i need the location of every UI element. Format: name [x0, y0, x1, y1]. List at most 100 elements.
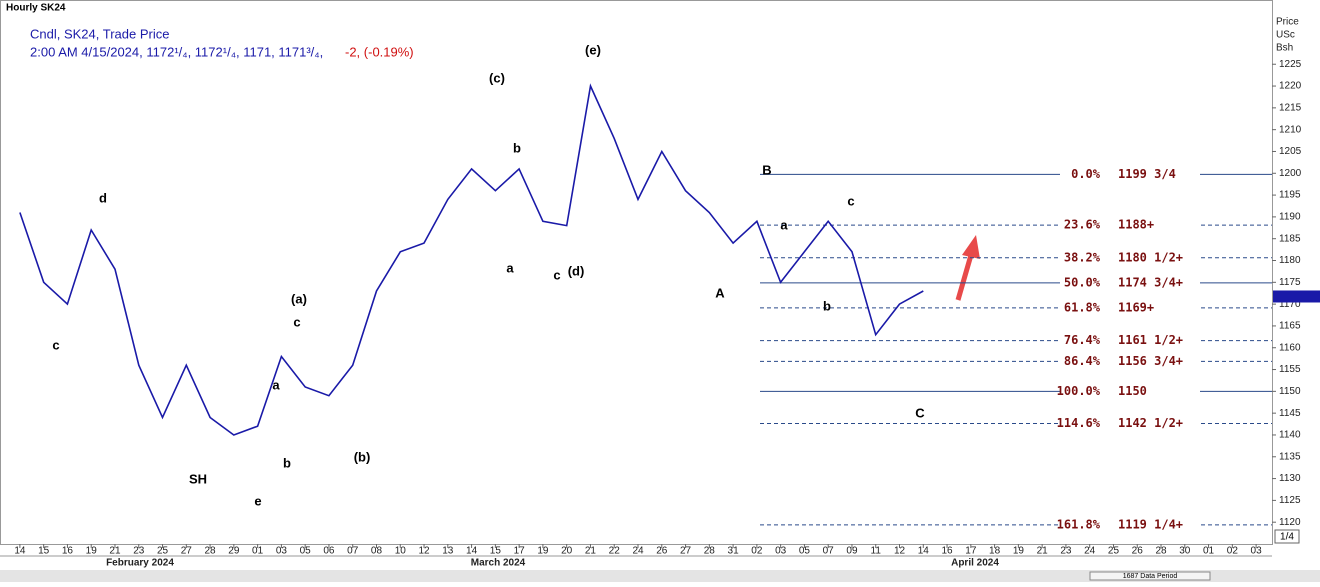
wave-label: c [52, 337, 59, 352]
wave-label: SH [189, 471, 207, 486]
x-tick-label: 15 [38, 546, 50, 557]
wave-label: b [513, 140, 521, 155]
legend-change: -2, (-0.19%) [345, 44, 414, 59]
wave-label: A [715, 285, 725, 300]
x-tick-label: 28 [704, 546, 716, 557]
x-tick-label: 16 [941, 546, 953, 557]
x-tick-label: 24 [1084, 546, 1096, 557]
x-tick-label: 14 [918, 546, 930, 557]
fib-price: 1161 1/2+ [1118, 333, 1183, 347]
x-tick-label: 11 [871, 546, 882, 557]
fib-pct: 86.4% [1064, 354, 1101, 368]
x-tick-label: 30 [1179, 546, 1191, 557]
fib-pct: 0.0% [1071, 167, 1101, 181]
wave-label: c [553, 267, 560, 282]
y-tick-label: 1145 [1279, 408, 1301, 419]
x-tick-label: 26 [1132, 546, 1144, 557]
fib-price: 1188+ [1118, 218, 1154, 232]
wave-label: c [293, 314, 300, 329]
y-tick-label: 1140 [1279, 430, 1301, 441]
scroll-thumb[interactable] [1089, 571, 1211, 581]
y-tick-label: 1150 [1279, 386, 1301, 397]
fib-price: 1142 1/2+ [1118, 416, 1183, 430]
month-label: April 2024 [951, 558, 999, 569]
fib-pct: 161.8% [1057, 517, 1101, 531]
wave-label: a [272, 377, 280, 392]
x-tick-label: 28 [205, 546, 217, 557]
y-tick-label: 1160 [1279, 342, 1301, 353]
y-tick-label: 1175 [1279, 277, 1301, 288]
chart-title: Hourly SK24 [6, 3, 66, 14]
x-tick-label: 27 [680, 546, 692, 557]
fib-pct: 38.2% [1064, 250, 1101, 264]
y-tick-label: 1155 [1279, 364, 1301, 375]
x-tick-label: 12 [418, 546, 430, 557]
x-tick-label: 29 [228, 546, 240, 557]
y-tick-label: 1195 [1279, 190, 1301, 201]
x-tick-label: 07 [347, 546, 359, 557]
axis-header: USc [1276, 30, 1295, 41]
x-tick-label: 19 [1013, 546, 1025, 557]
x-tick-label: 05 [799, 546, 811, 557]
x-tick-label: 14 [14, 546, 26, 557]
wave-label: a [506, 260, 514, 275]
fib-label-bg [1060, 384, 1200, 399]
fib-label-bg [1060, 275, 1200, 290]
x-tick-label: 25 [1108, 546, 1120, 557]
x-tick-label: 17 [965, 546, 977, 557]
y-tick-label: 1185 [1279, 233, 1301, 244]
month-label: March 2024 [471, 558, 526, 569]
footer-label: 1687 Data Period [1123, 573, 1178, 580]
x-tick-label: 08 [371, 546, 383, 557]
wave-label: B [762, 162, 771, 177]
fib-price: 1150 [1118, 384, 1147, 398]
y-tick-label: 1165 [1279, 321, 1301, 332]
fib-pct: 100.0% [1057, 384, 1101, 398]
x-tick-label: 01 [252, 546, 264, 557]
x-tick-label: 28 [1155, 546, 1167, 557]
x-tick-label: 23 [1060, 546, 1072, 557]
fib-pct: 61.8% [1064, 300, 1101, 314]
x-tick-label: 27 [181, 546, 193, 557]
x-tick-label: 02 [751, 546, 763, 557]
y-tick-label: 1225 [1279, 59, 1302, 70]
y-tick-label: 1220 [1279, 81, 1302, 92]
fib-label-bg [1060, 517, 1200, 532]
y-tick-label: 1190 [1279, 212, 1301, 223]
legend-line: Cndl, SK24, Trade Price [30, 26, 169, 41]
x-tick-label: 17 [514, 546, 526, 557]
x-tick-label: 21 [585, 546, 597, 557]
page-box[interactable] [1274, 529, 1300, 544]
x-tick-label: 19 [86, 546, 98, 557]
y-tick-label: 1180 [1279, 255, 1301, 266]
fib-pct: 114.6% [1057, 416, 1101, 430]
page-label: 1/4 [1280, 532, 1294, 543]
x-tick-label: 05 [300, 546, 312, 557]
fib-price: 1180 1/2+ [1118, 250, 1183, 264]
wave-label: C [915, 405, 925, 420]
x-tick-label: 31 [728, 546, 740, 557]
y-tick-label: 1125 [1279, 495, 1301, 506]
wave-label: a [780, 217, 788, 232]
fib-label-bg [1060, 250, 1200, 265]
x-tick-label: 09 [846, 546, 858, 557]
fib-price: 1119 1/4+ [1118, 517, 1183, 531]
fib-label-bg [1060, 300, 1200, 315]
x-tick-label: 03 [1251, 546, 1263, 557]
y-tick-label: 1210 [1279, 124, 1302, 135]
fib-label-bg [1060, 218, 1200, 233]
plot-frame [0, 0, 1273, 545]
x-tick-label: 13 [442, 546, 454, 557]
x-tick-label: 21 [109, 546, 121, 557]
y-tick-label: 1135 [1279, 451, 1301, 462]
last-price-marker [1273, 290, 1320, 303]
x-tick-label: 16 [62, 546, 74, 557]
fib-pct: 50.0% [1064, 275, 1101, 289]
y-tick-label: 1170 [1279, 299, 1301, 310]
fib-pct: 76.4% [1064, 333, 1101, 347]
x-tick-label: 10 [395, 546, 407, 557]
axis-header: Bsh [1276, 43, 1293, 54]
x-tick-label: 24 [632, 546, 644, 557]
scrollbar[interactable] [0, 570, 1320, 582]
